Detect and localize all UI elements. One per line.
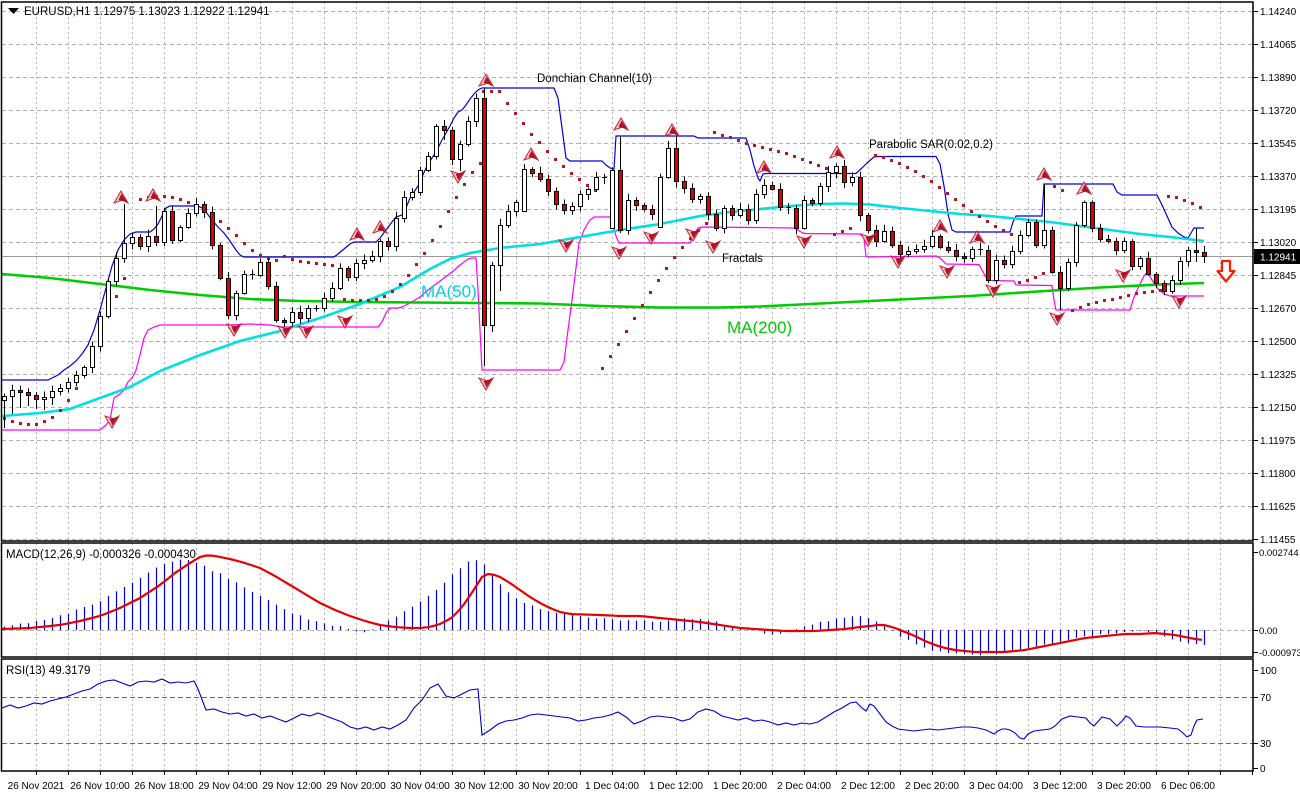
svg-text:0.002744: 0.002744 <box>1259 548 1299 559</box>
svg-text:1.12670: 1.12670 <box>1260 304 1297 315</box>
svg-text:Donchian Channel(10): Donchian Channel(10) <box>537 73 652 85</box>
svg-text:1.13370: 1.13370 <box>1260 172 1297 183</box>
svg-text:1.11800: 1.11800 <box>1260 469 1296 480</box>
svg-text:1.13720: 1.13720 <box>1260 106 1297 117</box>
svg-text:29 Nov 04:00: 29 Nov 04:00 <box>198 781 258 792</box>
svg-text:70: 70 <box>1260 693 1272 704</box>
svg-text:2 Dec 20:00: 2 Dec 20:00 <box>905 781 959 792</box>
svg-text:29 Nov 20:00: 29 Nov 20:00 <box>326 781 386 792</box>
svg-text:1.12845: 1.12845 <box>1260 271 1297 282</box>
svg-text:1.13195: 1.13195 <box>1260 205 1297 216</box>
svg-text:100: 100 <box>1260 666 1277 677</box>
svg-text:30: 30 <box>1260 739 1272 750</box>
svg-text:MA(200): MA(200) <box>727 318 792 337</box>
svg-text:MACD(12,26,9) -0.000326 -0.000: MACD(12,26,9) -0.000326 -0.000430 <box>6 549 196 561</box>
svg-text:EURUSD,H1 1.12975 1.13023 1.1: EURUSD,H1 1.12975 1.13023 1.12922 1.1294… <box>24 6 270 18</box>
svg-text:1.12325: 1.12325 <box>1260 370 1297 381</box>
svg-text:3 Dec 12:00: 3 Dec 12:00 <box>1033 781 1087 792</box>
svg-text:2 Dec 04:00: 2 Dec 04:00 <box>777 781 831 792</box>
svg-text:1.13890: 1.13890 <box>1260 73 1297 84</box>
svg-text:3 Dec 20:00: 3 Dec 20:00 <box>1097 781 1151 792</box>
svg-text:1.12941: 1.12941 <box>1260 253 1297 264</box>
svg-text:MA(50): MA(50) <box>421 282 477 301</box>
svg-text:0: 0 <box>1260 764 1266 775</box>
svg-text:-0.000973: -0.000973 <box>1259 648 1300 659</box>
svg-text:1.12150: 1.12150 <box>1260 403 1297 414</box>
svg-text:1.11975: 1.11975 <box>1260 436 1296 447</box>
svg-text:26 Nov 10:00: 26 Nov 10:00 <box>70 781 130 792</box>
svg-text:Fractals: Fractals <box>722 253 763 265</box>
svg-text:1.11625: 1.11625 <box>1260 502 1296 513</box>
svg-text:26 Nov 2021: 26 Nov 2021 <box>8 781 65 792</box>
svg-text:30 Nov 20:00: 30 Nov 20:00 <box>518 781 578 792</box>
svg-text:1 Dec 04:00: 1 Dec 04:00 <box>585 781 639 792</box>
svg-text:1.12500: 1.12500 <box>1260 337 1297 348</box>
svg-text:30 Nov 12:00: 30 Nov 12:00 <box>454 781 514 792</box>
svg-text:2 Dec 12:00: 2 Dec 12:00 <box>841 781 895 792</box>
svg-text:1.14065: 1.14065 <box>1260 40 1297 51</box>
svg-text:1 Dec 12:00: 1 Dec 12:00 <box>649 781 703 792</box>
svg-text:1.11455: 1.11455 <box>1260 535 1296 546</box>
svg-text:26 Nov 18:00: 26 Nov 18:00 <box>134 781 194 792</box>
svg-text:1.13545: 1.13545 <box>1260 139 1297 150</box>
svg-text:30 Nov 04:00: 30 Nov 04:00 <box>390 781 450 792</box>
svg-text:6 Dec 06:00: 6 Dec 06:00 <box>1161 781 1215 792</box>
svg-text:RSI(13) 49.3179: RSI(13) 49.3179 <box>6 665 90 677</box>
svg-text:3 Dec 04:00: 3 Dec 04:00 <box>969 781 1023 792</box>
svg-text:0.00: 0.00 <box>1259 626 1278 637</box>
svg-text:1.13020: 1.13020 <box>1260 238 1297 249</box>
svg-text:1 Dec 20:00: 1 Dec 20:00 <box>713 781 767 792</box>
svg-text:Parabolic SAR(0.02,0.2): Parabolic SAR(0.02,0.2) <box>869 139 993 151</box>
svg-text:1.14240: 1.14240 <box>1260 7 1297 18</box>
svg-text:29 Nov 12:00: 29 Nov 12:00 <box>262 781 322 792</box>
